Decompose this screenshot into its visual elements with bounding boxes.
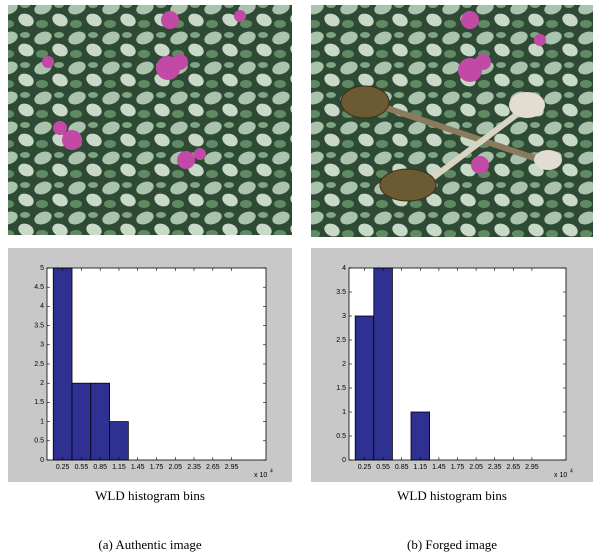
bar — [72, 383, 91, 460]
y-tick-label: 2.5 — [34, 361, 44, 368]
x-tick-label: 2.05 — [168, 464, 182, 471]
x-tick-label: 2.35 — [488, 464, 502, 471]
y-tick-label: 1 — [40, 418, 44, 425]
bar — [53, 268, 72, 460]
y-tick-label: 2.5 — [336, 337, 346, 344]
y-tick-label: 0.5 — [34, 438, 44, 445]
x-tick-label: 2.35 — [187, 464, 201, 471]
histogram-panel: 0 0.5 1 1.5 2 2.5 3 3.5 4 0.25 0.55 0.85 1.15 1.45 1.7… — [311, 248, 593, 552]
x-tick-label: 2.05 — [469, 464, 483, 471]
forged-photo — [311, 5, 593, 237]
x-tick-label: 2.65 — [506, 464, 520, 471]
y-tick-label: 3 — [342, 313, 346, 320]
x-tick-label: 0.55 — [75, 464, 89, 471]
y-tick-label: 1 — [342, 409, 346, 416]
caption: (b) Forged image — [407, 537, 497, 552]
x-tick-label: 1.45 — [432, 464, 446, 471]
x-tick-label: 1.15 — [413, 464, 427, 471]
x-tick-label: 2.95 — [525, 464, 539, 471]
y-tick-label: 4 — [40, 303, 44, 310]
y-tick-label: 0.5 — [336, 433, 346, 440]
y-tick-label: 3.5 — [336, 289, 346, 296]
y-tick-label: 1.5 — [336, 385, 346, 392]
x-tick-label: 1.15 — [112, 464, 126, 471]
x-scale-exponent: 4 — [270, 468, 273, 474]
figure: 0 0.5 1 1.5 2 2.5 3 3.5 4 4.5 5 0.25 0.55 0.85 1.15 1.4… — [0, 0, 600, 556]
x-scale-note: x 10 — [254, 472, 267, 479]
x-tick-label: 1.75 — [150, 464, 164, 471]
y-tick-label: 2 — [40, 380, 44, 387]
bar — [91, 383, 110, 460]
authentic-photo — [8, 5, 292, 235]
x-tick-label: 2.65 — [206, 464, 220, 471]
x-tick-label: 0.55 — [376, 464, 390, 471]
x-tick-label: 2.95 — [225, 464, 239, 471]
y-tick-label: 3.5 — [34, 322, 44, 329]
x-tick-label: 0.25 — [358, 464, 372, 471]
x-tick-label: 0.85 — [395, 464, 409, 471]
y-tick-label: 4 — [342, 265, 346, 272]
y-tick-label: 2 — [342, 361, 346, 368]
x-axis-label: WLD histogram bins — [95, 488, 205, 503]
x-tick-label: 0.85 — [93, 464, 107, 471]
bar — [374, 268, 393, 460]
x-tick-label: 1.75 — [451, 464, 465, 471]
x-tick-label: 0.25 — [56, 464, 70, 471]
y-tick-label: 5 — [40, 265, 44, 272]
y-tick-label: 0 — [342, 457, 346, 464]
histogram-panel: 0 0.5 1 1.5 2 2.5 3 3.5 4 4.5 5 0.25 0.55 0.85 1.15 1.4… — [8, 248, 292, 552]
y-tick-label: 4.5 — [34, 284, 44, 291]
bar — [355, 316, 374, 460]
caption: (a) Authentic image — [98, 537, 201, 552]
bar — [110, 422, 129, 460]
x-tick-label: 1.45 — [131, 464, 145, 471]
y-tick-label: 1.5 — [34, 399, 44, 406]
bar — [411, 412, 430, 460]
x-scale-exponent: 4 — [570, 468, 573, 474]
y-tick-label: 3 — [40, 342, 44, 349]
x-axis-label: WLD histogram bins — [397, 488, 507, 503]
x-scale-note: x 10 — [554, 472, 567, 479]
y-tick-label: 0 — [40, 457, 44, 464]
